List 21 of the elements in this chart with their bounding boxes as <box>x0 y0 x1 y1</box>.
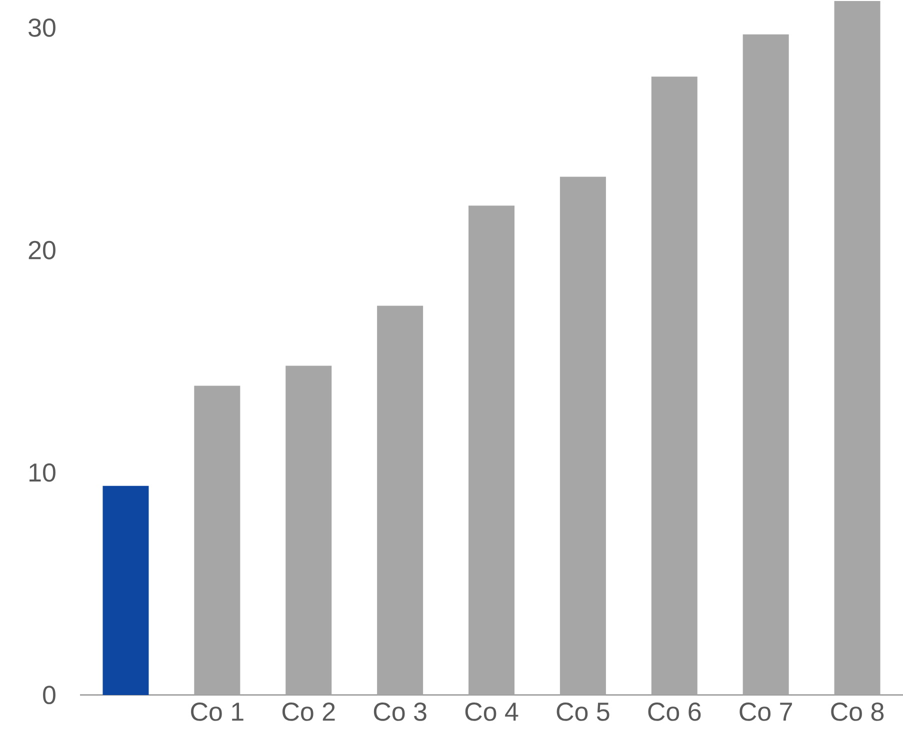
bar <box>468 206 514 695</box>
bar <box>651 76 698 695</box>
y-tick-label: 10 <box>30 463 56 482</box>
bar <box>834 0 880 695</box>
x-tick-label: Co 6 <box>648 702 701 721</box>
bar <box>377 306 424 695</box>
x-tick-label: Co 1 <box>191 702 244 721</box>
x-tick-label: Co 7 <box>740 702 792 721</box>
bar <box>102 486 149 695</box>
y-tick-label: 0 <box>43 686 56 704</box>
x-tick-label: Co 4 <box>465 702 518 721</box>
bar <box>194 386 240 695</box>
x-tick-label: Co 3 <box>374 702 426 721</box>
bar <box>286 366 332 695</box>
x-tick-label: Co 8 <box>831 702 884 721</box>
x-tick-label: Co 2 <box>282 702 335 721</box>
bar <box>560 176 606 695</box>
y-tick-label: 20 <box>28 240 56 260</box>
bar <box>742 34 789 695</box>
y-tick-label: 30 <box>28 18 56 37</box>
x-tick-label: Co 5 <box>556 702 610 721</box>
